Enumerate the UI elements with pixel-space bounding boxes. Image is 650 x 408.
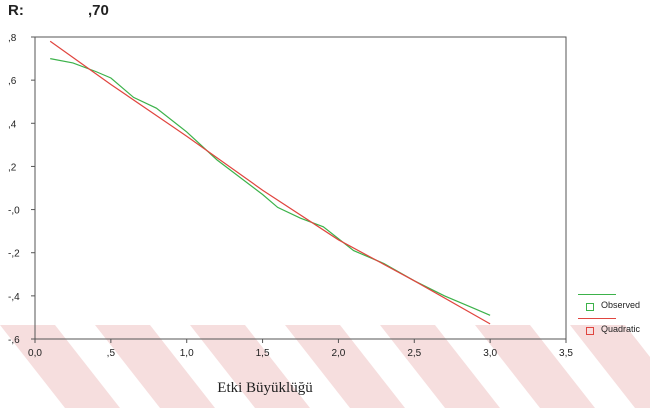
y-tick-label: ,4 (8, 119, 17, 130)
x-tick-label: 0,0 (28, 348, 42, 359)
legend-line-quadratic (578, 318, 616, 319)
legend-label-observed: Observed (601, 300, 641, 310)
chart-series (49, 40, 491, 325)
y-tick-label: -,4 (8, 292, 20, 303)
x-tick-label: 2,5 (407, 348, 421, 359)
y-tick-label: ,8 (8, 33, 17, 44)
x-axis-title: Etki Büyüklüğü (217, 380, 313, 396)
x-tick-label: 3,0 (483, 348, 497, 359)
x-tick-label: 3,5 (559, 348, 573, 359)
legend-label-quadratic: Quadratic (601, 324, 641, 334)
y-tick-label: -,0 (8, 206, 20, 217)
legend-item-quadratic: Quadratic (572, 316, 650, 340)
x-tick-label: 1,0 (180, 348, 194, 359)
series-line-quadratic (49, 40, 491, 325)
x-tick-label: 1,5 (256, 348, 270, 359)
x-axis: 0,0 ,5 1,0 1,5 2,0 2,5 3,0 3,5 (28, 339, 573, 359)
y-tick-label: -,2 (8, 249, 20, 260)
y-axis: ,8 ,6 ,4 ,2 -,0 -,2 -,4 -,6 (8, 33, 35, 346)
legend-square-icon-observed (586, 303, 594, 311)
y-tick-label: ,2 (8, 162, 17, 173)
x-tick-label: ,5 (107, 348, 116, 359)
r-label: R: (8, 2, 24, 19)
r-value: ,70 (88, 2, 109, 19)
series-line-observed (50, 58, 491, 316)
legend-line-observed (578, 294, 616, 295)
y-tick-label: ,6 (8, 76, 17, 87)
legend-item-observed: Observed (572, 292, 650, 316)
chart-legend: Observed Quadratic (572, 292, 650, 340)
legend-square-icon-quadratic (586, 327, 594, 335)
x-tick-label: 2,0 (331, 348, 345, 359)
plot-frame (34, 36, 567, 340)
y-tick-label: -,6 (8, 335, 20, 346)
